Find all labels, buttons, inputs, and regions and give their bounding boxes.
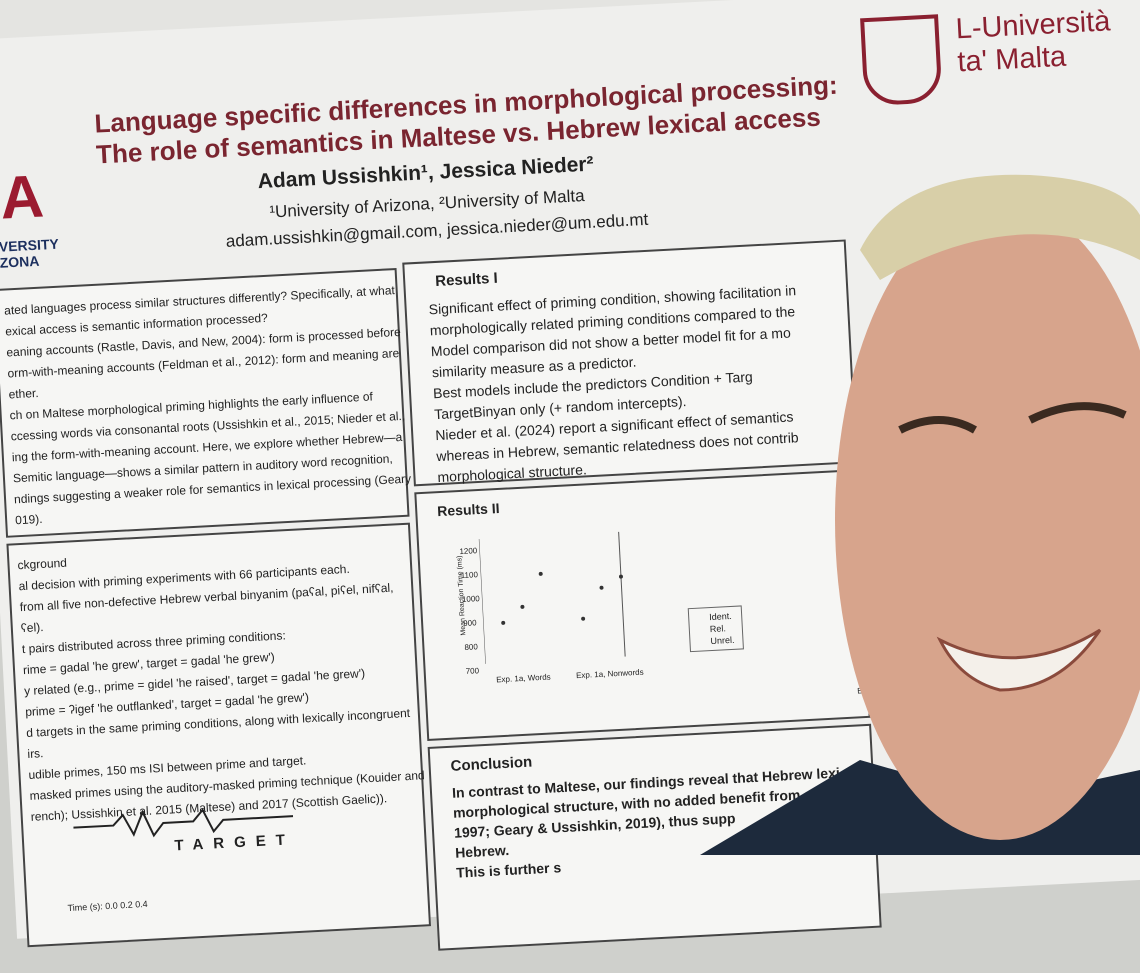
results2-box: Results II Mean Reaction Time (ms) 1200 1… <box>414 469 880 742</box>
waveform <box>73 808 294 838</box>
poster: Language specific differences in morphol… <box>0 0 1140 951</box>
waveform-time: Time (s): 0.0 0.2 0.4 <box>67 898 148 914</box>
photo: Language specific differences in morphol… <box>0 0 1140 951</box>
plot <box>478 531 626 664</box>
person <box>700 174 1140 855</box>
method-box: ckground al decision with priming experim… <box>6 522 432 948</box>
